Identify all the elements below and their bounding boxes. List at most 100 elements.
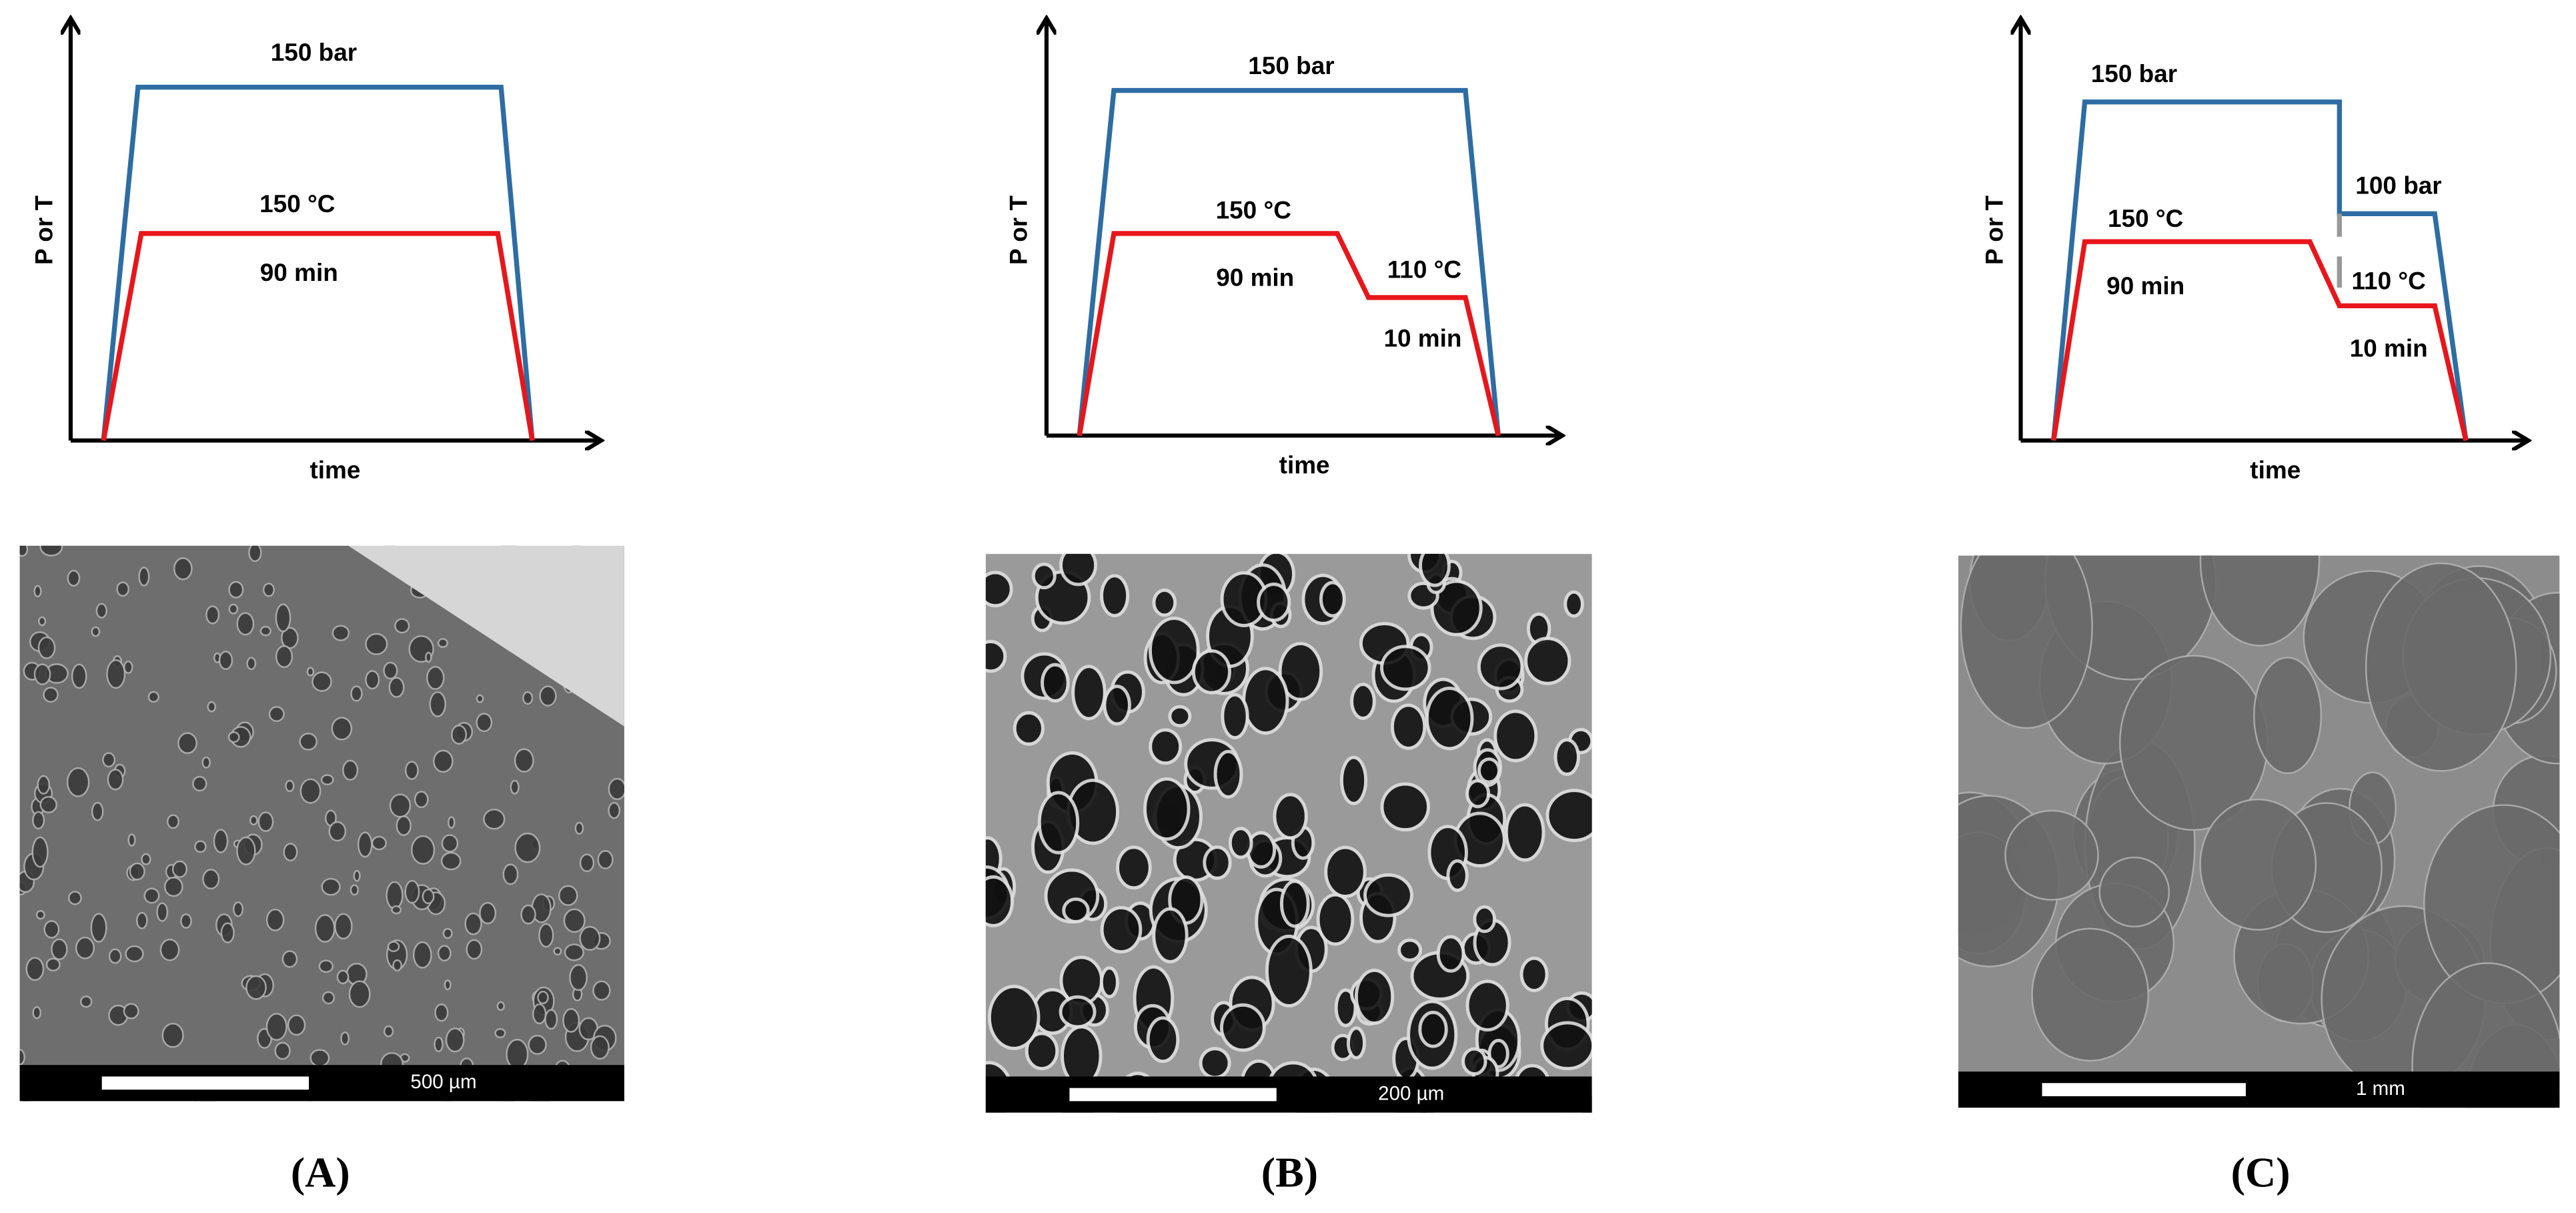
- pore: [506, 1038, 529, 1070]
- pore: [434, 1003, 449, 1022]
- y-axis-label: P or T: [1005, 195, 1032, 265]
- pore: [608, 801, 621, 819]
- pore: [1418, 1010, 1448, 1048]
- pore: [429, 691, 446, 717]
- pore: [1540, 1021, 1592, 1071]
- pore: [1203, 845, 1232, 880]
- pore: [32, 811, 45, 830]
- pore: [334, 913, 353, 939]
- pore: [233, 901, 244, 917]
- pore: [67, 570, 81, 587]
- pore: [466, 939, 483, 960]
- pore: [476, 694, 484, 703]
- pore: [1228, 827, 1253, 859]
- pore: [411, 835, 436, 865]
- pore: [365, 633, 388, 655]
- pore: [136, 911, 148, 929]
- pore: [236, 612, 255, 636]
- pore: [1477, 757, 1501, 784]
- pore: [202, 869, 220, 890]
- pore: [31, 836, 49, 868]
- pore: [68, 891, 82, 905]
- pore: [102, 752, 116, 768]
- pore: [141, 853, 151, 865]
- pore: [265, 908, 285, 931]
- pore: [123, 1003, 139, 1020]
- pore: [299, 778, 321, 804]
- pore: [389, 793, 412, 818]
- scale-bar-label: 500 µm: [410, 1071, 476, 1093]
- pore: [43, 920, 60, 939]
- pore: [1100, 905, 1143, 954]
- pore: [353, 869, 361, 882]
- pore: [116, 581, 129, 597]
- pore: [1103, 685, 1131, 726]
- pore: [51, 938, 68, 960]
- pore: [156, 902, 169, 922]
- pore: [350, 884, 360, 896]
- profile-label: 90 min: [260, 259, 338, 286]
- pore: [1465, 779, 1491, 809]
- pore: [328, 821, 347, 842]
- pore: [1545, 789, 1592, 843]
- pore: [348, 980, 371, 1008]
- pore: [528, 1034, 547, 1055]
- background-area: [348, 545, 624, 727]
- pore: [1013, 711, 1045, 746]
- pore: [1221, 693, 1249, 740]
- pore: [404, 761, 419, 780]
- profile-label: 90 min: [1216, 264, 1294, 292]
- scale-bar: [101, 1076, 309, 1090]
- pore: [479, 901, 497, 925]
- pore: [287, 1014, 306, 1036]
- profile-label: 150 °C: [259, 190, 335, 218]
- pore: [161, 1022, 184, 1048]
- pore: [1316, 893, 1355, 946]
- pore: [1319, 580, 1346, 618]
- pore: [311, 671, 332, 692]
- pore: [1334, 988, 1357, 1028]
- pore: [147, 691, 159, 703]
- panel: 150 bar 150 °C 90 min P or T time 500 µm (A): [19, 20, 624, 1196]
- pore: [1146, 1016, 1180, 1064]
- pore: [464, 912, 482, 935]
- pore: [502, 863, 519, 885]
- pore: [37, 616, 47, 627]
- pore: [383, 661, 398, 680]
- pore: [1213, 749, 1243, 799]
- pore: [496, 1001, 505, 1012]
- pore: [1430, 579, 1483, 637]
- pore: [95, 602, 107, 619]
- pore: [262, 582, 275, 597]
- pore: [1390, 703, 1427, 750]
- pore: [129, 862, 145, 881]
- pore: [1339, 755, 1368, 805]
- pore: [1380, 782, 1430, 832]
- pore: [207, 701, 217, 713]
- pore: [318, 959, 334, 973]
- pore: [1242, 667, 1289, 735]
- temperature-profile: [2051, 239, 2469, 442]
- pore: [1278, 642, 1323, 701]
- pore: [236, 836, 256, 865]
- pore: [1191, 649, 1231, 695]
- pore: [39, 796, 57, 813]
- pore: [1062, 897, 1090, 923]
- pore: [1425, 687, 1474, 751]
- pore: [167, 814, 179, 829]
- pore: [562, 1007, 580, 1033]
- pore: [1148, 617, 1200, 685]
- pore: [425, 651, 432, 663]
- pore: [1219, 1003, 1266, 1052]
- pore: [37, 636, 56, 659]
- pore: [2411, 962, 2560, 1108]
- pore: [434, 1036, 444, 1052]
- pore: [218, 651, 233, 671]
- pore: [2004, 809, 2099, 901]
- pore: [563, 908, 586, 933]
- pore: [520, 904, 536, 925]
- pore: [227, 731, 240, 743]
- pore: [43, 687, 59, 703]
- pore: [45, 957, 61, 971]
- pore: [1059, 554, 1098, 586]
